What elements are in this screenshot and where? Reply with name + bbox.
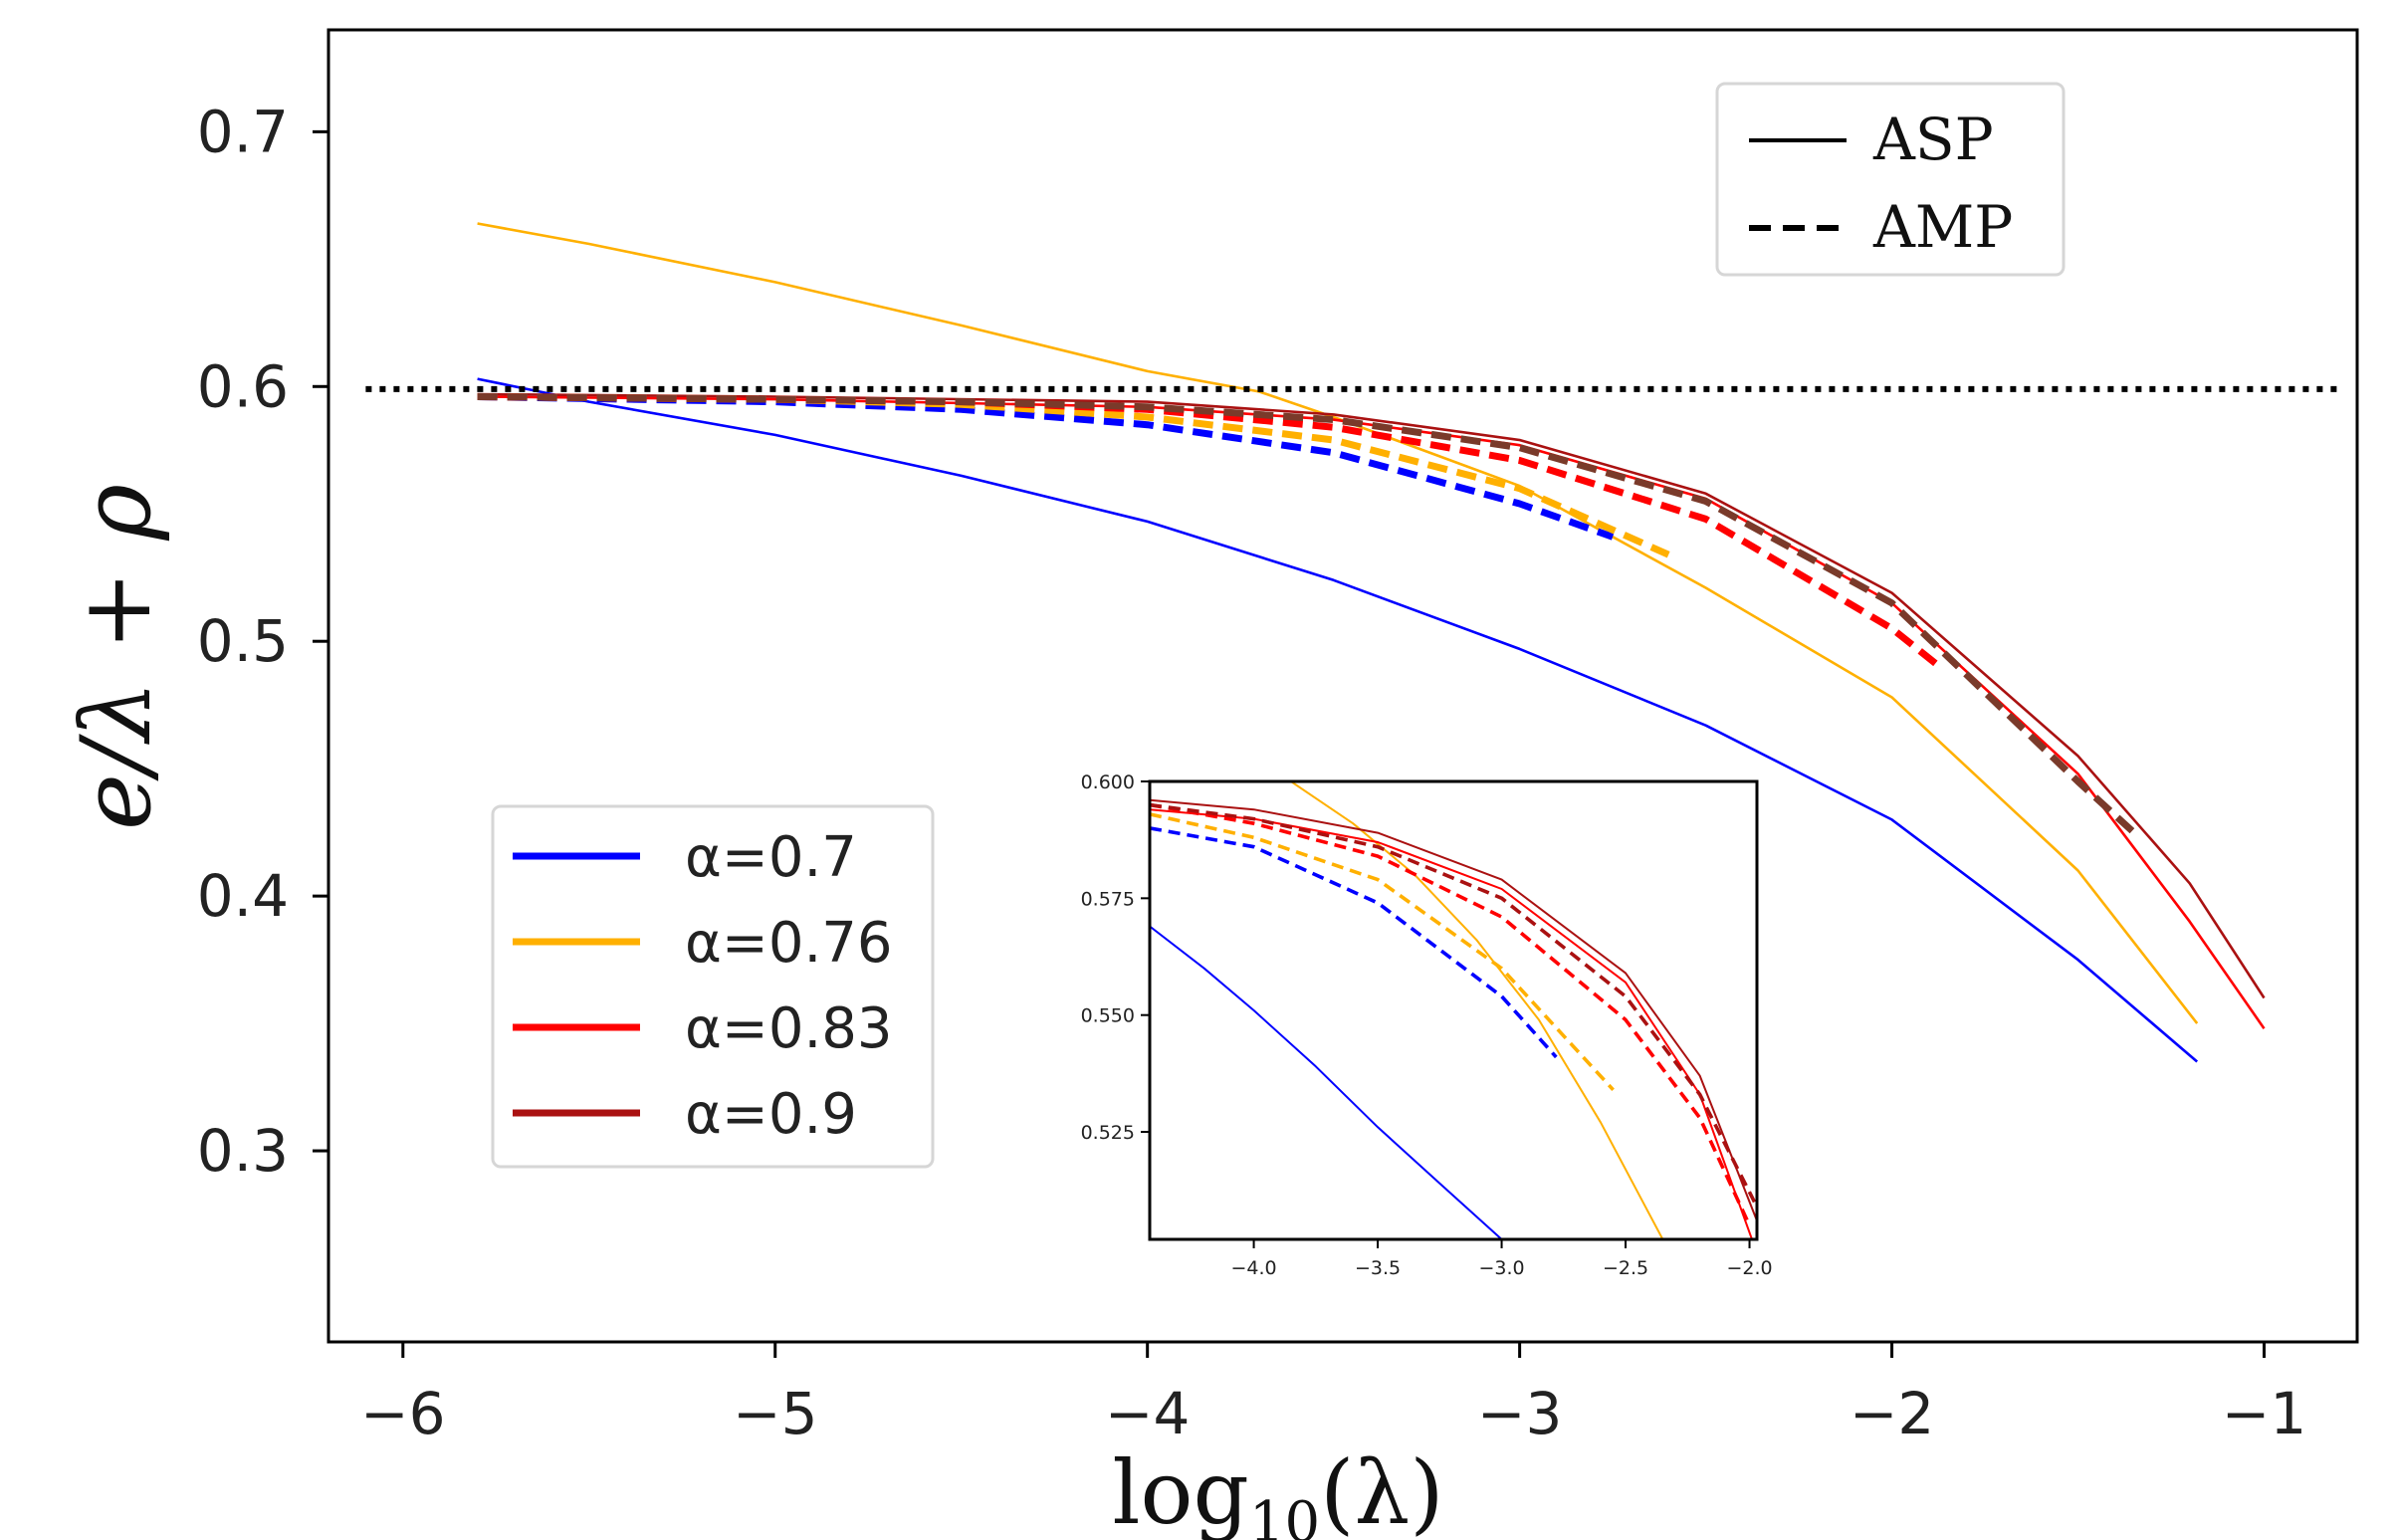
inset-x-ticks: −4.0 −3.5 −3.0 −2.5 −2.0 bbox=[1231, 1239, 1773, 1279]
main-plot-frame bbox=[327, 28, 2359, 1344]
main-series-dashed-alpha-0_76 bbox=[477, 393, 1670, 558]
main-x-tick-label: −4 bbox=[1105, 1380, 1191, 1447]
inset-y-ticks: 0.525 0.550 0.575 0.600 bbox=[1081, 771, 1150, 1144]
legend-alpha-label: α=0.76 bbox=[685, 911, 893, 976]
legend-asp-label: ASP bbox=[1872, 106, 1994, 173]
legend-alpha: α=0.7 α=0.76 α=0.83 α=0.9 bbox=[491, 804, 935, 1169]
inset-series-dashed-alpha-0_7 bbox=[1150, 826, 1558, 1059]
legend-alpha-label: α=0.7 bbox=[685, 825, 857, 890]
main-y-tick-label: 0.5 bbox=[197, 607, 289, 675]
x-axis-label: log10(λ) bbox=[1112, 1441, 1443, 1540]
inset-y-tick-label: 0.525 bbox=[1081, 1122, 1135, 1144]
legend-line-style: ASP AMP bbox=[1715, 82, 2066, 277]
main-series-dashed-alpha-0_7 bbox=[477, 393, 1615, 541]
inset-x-tick-label: −2.0 bbox=[1726, 1257, 1772, 1279]
main-x-tick-label: −6 bbox=[360, 1380, 446, 1447]
main-y-tick-label: 0.3 bbox=[197, 1117, 289, 1185]
inset-series-solid-alpha-0_76 bbox=[1290, 781, 1664, 1239]
main-x-tick-label: −5 bbox=[733, 1380, 818, 1447]
main-series-solid-alpha-0_76 bbox=[477, 222, 2199, 1024]
main-x-tick-label: −2 bbox=[1850, 1380, 1935, 1447]
inset-series-solid-alpha-0_9 bbox=[1150, 798, 1757, 1221]
inset-series-dashed-alpha-0_76 bbox=[1150, 812, 1615, 1092]
inset-x-tick-label: −3.5 bbox=[1355, 1257, 1401, 1279]
main-y-tick-label: 0.4 bbox=[197, 862, 289, 930]
legend-amp-label: AMP bbox=[1872, 193, 2013, 261]
inset-frame bbox=[1148, 779, 1759, 1241]
inset-x-tick-label: −2.5 bbox=[1603, 1257, 1648, 1279]
main-x-tick-label: −1 bbox=[2222, 1380, 2307, 1447]
main-series-solid-alpha-0_7 bbox=[477, 377, 2199, 1063]
inset-x-tick-label: −4.0 bbox=[1231, 1257, 1277, 1279]
main-y-tick-label: 0.6 bbox=[197, 352, 289, 420]
legend-alpha-label: α=0.83 bbox=[685, 996, 893, 1061]
main-x-ticks: −6 −5 −4 −3 −2 −1 bbox=[360, 1342, 2306, 1447]
main-y-ticks: 0.3 0.4 0.5 0.6 0.7 bbox=[197, 98, 328, 1185]
inset-series-solid-alpha-0_7 bbox=[1150, 925, 1503, 1239]
inset-y-tick-label: 0.575 bbox=[1081, 888, 1135, 910]
inset-x-tick-label: −3.0 bbox=[1478, 1257, 1524, 1279]
inset-background bbox=[1150, 781, 1757, 1239]
y-axis-label: e/λ + ρ bbox=[61, 484, 172, 830]
main-y-tick-label: 0.7 bbox=[197, 98, 289, 165]
inset-series-dashed-alpha-0_9 bbox=[1150, 802, 1757, 1204]
x-label-arg: (λ) bbox=[1320, 1441, 1443, 1540]
main-x-tick-label: −3 bbox=[1477, 1380, 1563, 1447]
main-series-dashed-alpha-0_9 bbox=[477, 393, 2136, 835]
legend-alpha-box bbox=[491, 804, 935, 1169]
legend-alpha-label: α=0.9 bbox=[685, 1082, 857, 1147]
main-plot: −6 −5 −4 −3 −2 −1 0.3 0.4 0.5 0.6 0.7 log10(λ) e/… bbox=[61, 28, 2359, 1540]
inset-series-group bbox=[1150, 781, 1757, 1239]
x-label-base: log bbox=[1112, 1441, 1248, 1540]
inset-y-tick-label: 0.600 bbox=[1081, 771, 1135, 793]
x-label-sub: 10 bbox=[1249, 1490, 1320, 1540]
main-series-group bbox=[477, 222, 2266, 1063]
inset-series-dashed-alpha-0_83 bbox=[1150, 802, 1752, 1226]
inset-plot: −4.0 −3.5 −3.0 −2.5 −2.0 0.525 0.550 0.575 0.60… bbox=[1081, 771, 1773, 1279]
inset-y-tick-label: 0.550 bbox=[1081, 1005, 1135, 1027]
